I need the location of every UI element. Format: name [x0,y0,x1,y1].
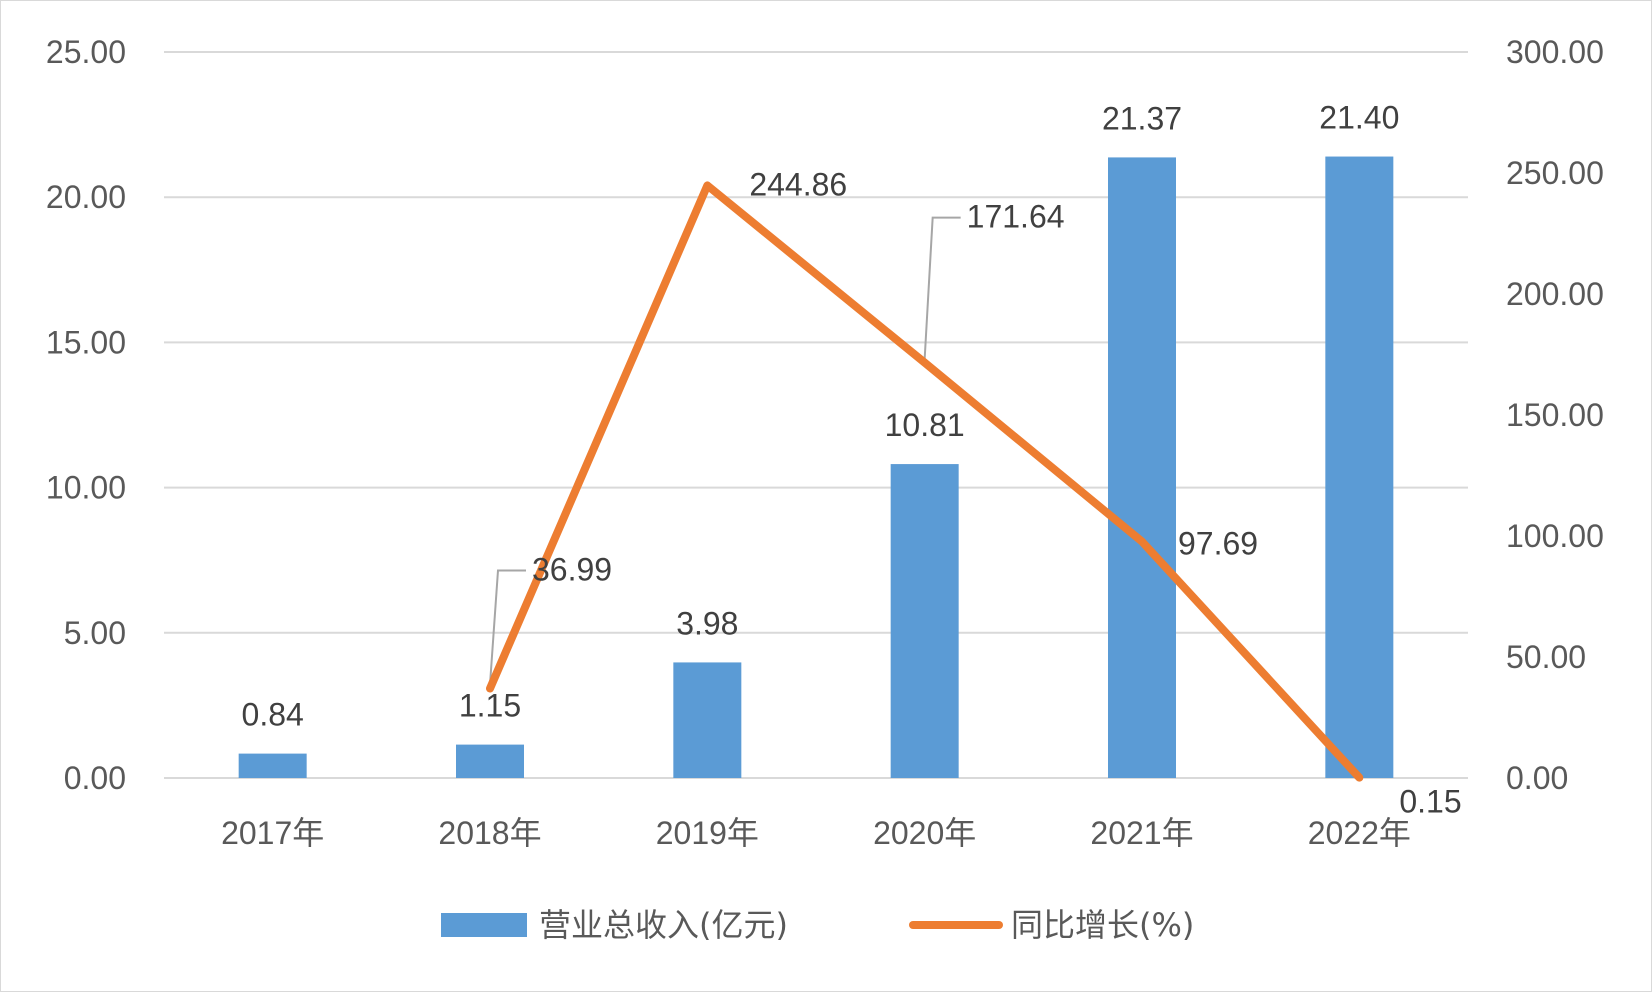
bar-data-labels: 0.84 1.15 3.98 10.81 21.37 21.40 [242,100,1400,733]
bar-data-label: 1.15 [459,688,521,724]
x-tick-label: 2018年 [438,815,541,851]
label-leader-line [923,216,961,359]
line-series [486,181,1364,782]
legend-bar-label: 营业总收入(亿元) [539,906,788,944]
legend: 营业总收入(亿元) 同比增长(%) [441,906,1194,944]
y-left-tick-label: 5.00 [64,615,126,651]
y-left-tick-label: 15.00 [46,324,126,360]
y-right-tick-label: 300.00 [1506,34,1604,70]
growth-line [486,181,1364,782]
bar-data-label: 10.81 [885,407,965,443]
x-tick-label: 2022年 [1308,815,1411,851]
bar-data-label: 21.40 [1319,100,1399,136]
bar [890,464,959,778]
line-data-label: 0.15 [1399,784,1461,820]
bar-data-label: 21.37 [1102,100,1182,136]
x-tick-label: 2020年 [873,815,976,851]
x-tick-label: 2021年 [1090,815,1193,851]
bar-data-label: 3.98 [676,605,738,641]
y-right-tick-label: 150.00 [1506,397,1604,433]
legend-bar-swatch [441,913,527,937]
bar [238,753,307,778]
y-right-tick-label: 50.00 [1506,639,1586,675]
bar [1108,157,1176,778]
y-axis-right: 0.00 50.00 100.00 150.00 200.00 250.00 300.00 [1506,34,1604,796]
line-data-labels: 36.99 244.86 171.64 97.69 0.15 [532,166,1462,819]
line-data-label: 171.64 [967,199,1065,235]
label-leader-lines [489,216,961,685]
y-left-tick-label: 20.00 [46,179,126,215]
y-left-tick-label: 10.00 [46,470,126,506]
bar-series [238,156,1394,778]
bar-data-label: 0.84 [242,697,304,733]
x-tick-label: 2019年 [656,815,759,851]
line-data-label: 97.69 [1178,526,1258,562]
x-tick-label: 2017年 [221,815,324,851]
label-leader-line [489,569,526,685]
gridlines [164,51,1468,779]
line-data-label: 36.99 [532,551,612,587]
bar [456,744,524,778]
y-right-tick-label: 200.00 [1506,276,1604,312]
bar [673,662,742,778]
y-left-tick-label: 0.00 [64,760,126,796]
y-left-tick-label: 25.00 [46,34,126,70]
x-axis: 2017年 2018年 2019年 2020年 2021年 2022年 [221,815,1411,851]
y-right-tick-label: 100.00 [1506,518,1604,554]
y-right-tick-label: 0.00 [1506,760,1568,796]
line-data-label: 244.86 [749,166,847,202]
y-right-tick-label: 250.00 [1506,155,1604,191]
bar [1325,156,1394,778]
y-axis-left: 0.00 5.00 10.00 15.00 20.00 25.00 [46,34,126,796]
legend-line-label: 同比增长(%) [1011,906,1194,944]
